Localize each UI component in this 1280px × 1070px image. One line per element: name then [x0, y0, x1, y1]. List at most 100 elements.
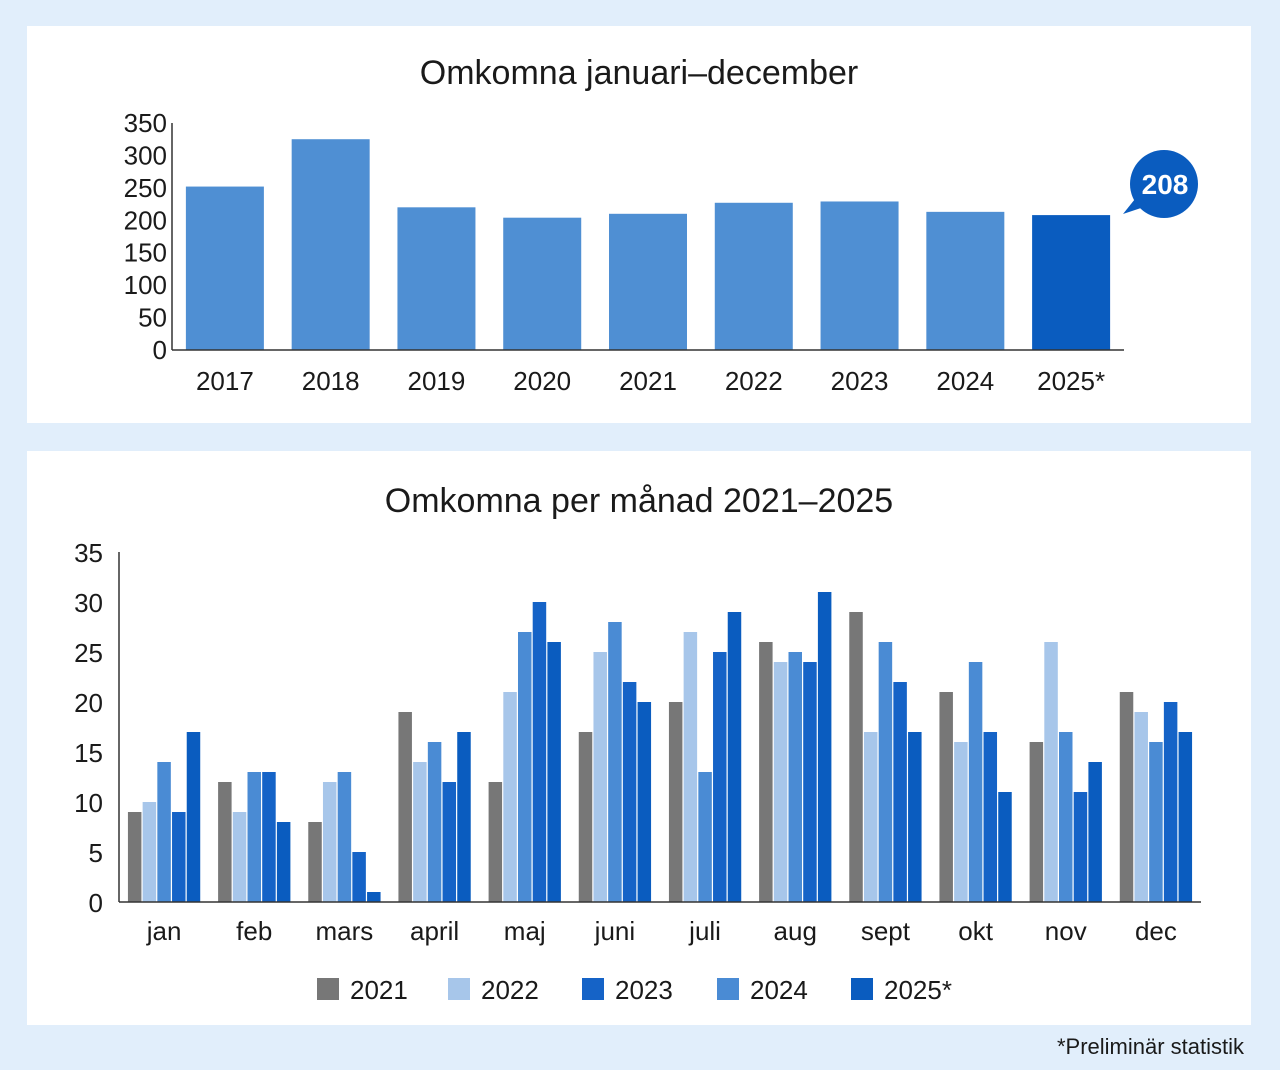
monthly-bar-dec-2024 [1149, 742, 1163, 902]
monthly-bar-maj-2023 [532, 602, 547, 902]
monthly-y-tick: 25 [74, 638, 103, 668]
monthly-bar-mars-2024 [337, 772, 352, 902]
monthly-chart-panel: Omkomna per månad 2021–2025 0 5 10 15 20 25 30… [27, 451, 1251, 1025]
monthly-bar-maj-2024 [518, 632, 532, 902]
monthly-bar-okt-2024 [968, 662, 983, 902]
monthly-bar-maj-2022 [503, 692, 517, 902]
callout-circle [1130, 150, 1198, 218]
monthly-y-tick: 35 [74, 538, 103, 568]
annual-y-tick: 250 [124, 173, 167, 203]
annual-y-tick: 150 [124, 238, 167, 268]
monthly-bar-aug-2023 [803, 662, 817, 902]
legend-label: 2021 [350, 975, 408, 1005]
annual-x-tick: 2017 [196, 366, 254, 396]
callout-tail [1123, 194, 1147, 214]
monthly-bar-nov-2022 [1044, 642, 1058, 902]
monthly-y-tick: 10 [74, 788, 103, 818]
monthly-bar-juli-2024 [698, 772, 712, 902]
footnote: *Preliminär statistik [1056, 1034, 1244, 1059]
legend-label: 2022 [481, 975, 539, 1005]
monthly-bar-aug-2022 [773, 662, 788, 902]
monthly-bar-sept-2023 [893, 682, 907, 902]
monthly-x-tick: april [410, 916, 459, 946]
monthly-bar-okt-2023 [983, 732, 998, 902]
monthly-bar-nov-2024 [1059, 732, 1073, 902]
callout-value: 208 [1142, 169, 1189, 200]
monthly-y-tick: 0 [89, 888, 103, 918]
monthly-y-tick: 5 [89, 838, 103, 868]
annual-chart-title: Omkomna januari–december [420, 54, 858, 92]
annual-x-tick: 2021 [619, 366, 677, 396]
monthly-x-tick: jan [146, 916, 182, 946]
monthly-bar-juni-2022 [593, 652, 607, 902]
monthly-bar-april-2021 [398, 712, 412, 902]
monthly-y-tick: 15 [74, 738, 103, 768]
monthly-bar-dec-2023 [1163, 702, 1178, 902]
monthly-bar-okt-2025 [998, 792, 1012, 902]
monthly-bar-feb-2023 [262, 772, 276, 902]
annual-y-tick: 300 [124, 140, 167, 170]
monthly-bar-mars-2025 [367, 892, 381, 902]
annual-x-tick: 2018 [302, 366, 360, 396]
monthly-x-tick: juni [594, 916, 635, 946]
monthly-bar-aug-2025 [817, 592, 832, 902]
annual-bar-2017 [185, 186, 264, 350]
monthly-bar-dec-2021 [1119, 692, 1134, 902]
annual-y-tick: 100 [124, 270, 167, 300]
monthly-bar-nov-2025 [1088, 762, 1102, 902]
monthly-x-tick: maj [504, 916, 546, 946]
annual-x-tick: 2025* [1037, 366, 1105, 396]
monthly-bar-mars-2022 [322, 782, 337, 902]
monthly-bar-maj-2021 [488, 782, 503, 902]
legend-swatch-2023 [582, 978, 604, 1000]
annual-chart-panel: Omkomna januari–december 0 50 100 150 200 250… [27, 26, 1251, 423]
monthly-bar-aug-2021 [759, 642, 773, 902]
annual-x-tick: 2020 [513, 366, 571, 396]
monthly-bar-mars-2023 [352, 852, 366, 902]
monthly-bar-juli-2023 [713, 652, 727, 902]
annual-bar-2023 [820, 201, 899, 350]
annual-bar-2021 [609, 213, 687, 350]
legend-label: 2023 [615, 975, 673, 1005]
monthly-bar-dec-2022 [1134, 712, 1148, 902]
legend-label: 2024 [750, 975, 808, 1005]
monthly-bar-feb-2025 [276, 822, 291, 902]
monthly-x-tick: juli [688, 916, 721, 946]
monthly-bar-sept-2024 [878, 642, 893, 902]
monthly-bar-juni-2023 [622, 682, 637, 902]
annual-x-tick: 2022 [725, 366, 783, 396]
monthly-bar-feb-2021 [218, 782, 232, 902]
monthly-bar-okt-2022 [954, 742, 968, 902]
legend-label: 2025* [884, 975, 952, 1005]
monthly-bar-april-2023 [442, 782, 457, 902]
annual-bar-2024 [926, 211, 1005, 350]
monthly-bar-juli-2021 [668, 702, 683, 902]
monthly-x-tick: nov [1045, 916, 1087, 946]
value-callout: 208 [1123, 150, 1198, 218]
monthly-bar-sept-2022 [863, 732, 878, 902]
monthly-bar-feb-2024 [247, 772, 261, 902]
monthly-y-tick: 20 [74, 688, 103, 718]
monthly-bar-maj-2025 [547, 642, 561, 902]
monthly-bar-sept-2025 [908, 732, 922, 902]
monthly-y-tick: 30 [74, 588, 103, 618]
legend-swatch-2025 [851, 978, 873, 1000]
annual-bar-2019 [397, 207, 476, 350]
monthly-bar-nov-2021 [1029, 742, 1044, 902]
monthly-bar-okt-2021 [939, 692, 953, 902]
annual-y-tick: 350 [124, 108, 167, 138]
annual-x-tick: 2024 [936, 366, 994, 396]
monthly-bar-jan-2021 [127, 812, 142, 902]
monthly-x-tick: feb [236, 916, 272, 946]
annual-chart: Omkomna januari–december 050100150200250… [124, 54, 1198, 396]
monthly-x-tick: aug [774, 916, 817, 946]
monthly-bar-nov-2023 [1073, 792, 1088, 902]
annual-x-tick: 2019 [408, 366, 466, 396]
legend-swatch-2021 [317, 978, 339, 1000]
annual-y-tick: 200 [124, 205, 167, 235]
annual-y-tick: 0 [153, 335, 167, 365]
monthly-bar-april-2025 [457, 732, 471, 902]
monthly-bar-juni-2021 [578, 732, 593, 902]
annual-bar-2020 [503, 217, 582, 350]
monthly-bar-sept-2021 [849, 612, 863, 902]
